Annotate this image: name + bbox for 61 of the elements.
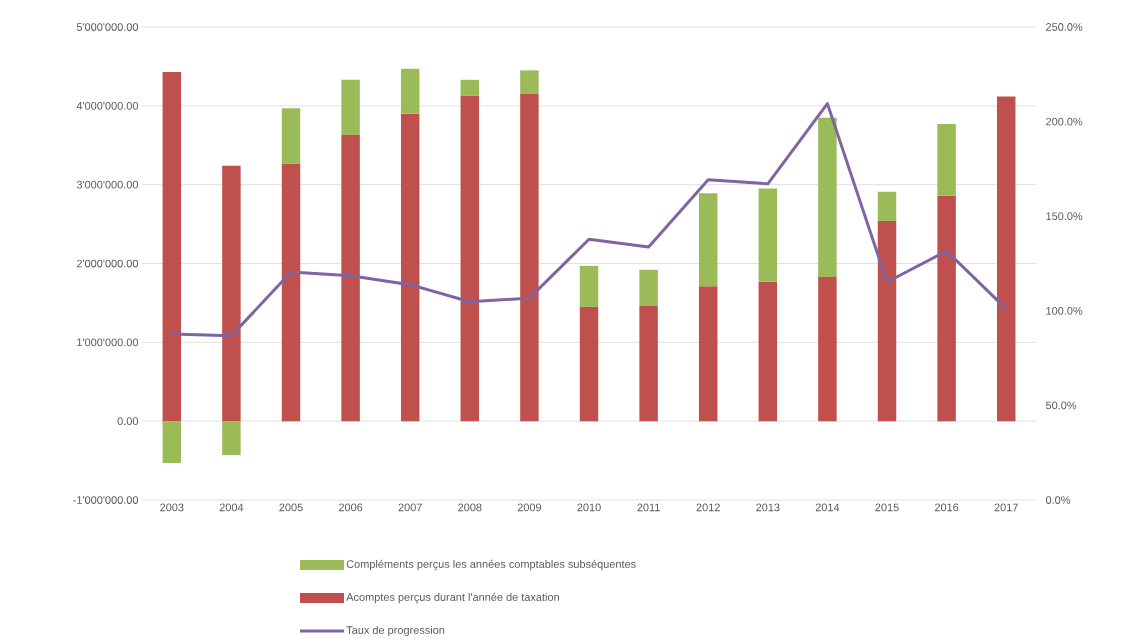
x-tick-label: 2017 xyxy=(994,503,1018,512)
bar xyxy=(937,195,956,422)
bar xyxy=(400,113,420,422)
x-tick-label: 2013 xyxy=(756,503,780,512)
x-tick-label: 2015 xyxy=(875,503,899,512)
x-tick-label: 2005 xyxy=(279,503,303,512)
x-tick-label: 2006 xyxy=(338,503,363,512)
x-tick-label: 2004 xyxy=(219,503,244,512)
bar xyxy=(520,94,539,422)
legend-label: Compléments perçus les années comptables subséquentes xyxy=(346,559,636,571)
x-tick-label: 2011 xyxy=(637,503,660,512)
y-tick-label: 5'000'000.00 xyxy=(76,23,139,31)
legend-label: Acomptes perçus durant l'année de taxation xyxy=(346,592,559,604)
bar xyxy=(758,188,778,282)
x-tick-label: 2010 xyxy=(577,503,601,512)
bar xyxy=(579,306,599,422)
bar xyxy=(520,70,539,95)
bar xyxy=(877,220,897,422)
bar xyxy=(162,421,182,463)
y-tick-label: -1'000'000.00 xyxy=(73,496,139,504)
y2-tick-label: 150.0% xyxy=(1046,212,1083,221)
y2-tick-label: 250.0% xyxy=(1046,23,1083,31)
legend-label: Taux de progression xyxy=(346,625,445,637)
line-series xyxy=(170,102,1008,338)
bar xyxy=(996,96,1016,422)
bar xyxy=(639,269,658,307)
bar xyxy=(460,95,480,422)
bar xyxy=(698,286,718,422)
y-tick-label: 3'000'000.00 xyxy=(76,180,139,189)
bar xyxy=(698,193,718,287)
y2-tick-label: 0.0% xyxy=(1045,496,1071,504)
x-tick-label: 2009 xyxy=(517,503,542,512)
bar xyxy=(281,163,301,422)
bar xyxy=(818,276,837,422)
y-tick-label: 2'000'000.00 xyxy=(76,259,139,268)
y-tick-label: 1'000'000.00 xyxy=(77,338,139,347)
x-tick-label: 2014 xyxy=(815,503,840,512)
bar xyxy=(639,306,658,422)
x-tick-label: 2008 xyxy=(458,503,482,512)
y-tick-label: 0.00 xyxy=(117,417,139,426)
bar xyxy=(222,421,241,456)
x-tick-label: 2003 xyxy=(160,503,184,512)
bar xyxy=(222,165,241,422)
bar xyxy=(341,79,360,135)
x-tick-label: 2007 xyxy=(398,503,422,512)
bar xyxy=(162,71,182,422)
bar xyxy=(281,108,301,164)
y2-tick-label: 50.0% xyxy=(1045,401,1077,410)
y2-tick-label: 100.0% xyxy=(1046,306,1083,315)
bar xyxy=(758,281,778,422)
y2-tick-label: 200.0% xyxy=(1046,117,1083,126)
y-tick-label: 4'000'000.00 xyxy=(76,101,139,110)
bar xyxy=(818,117,837,277)
bar xyxy=(579,265,599,307)
bar xyxy=(460,79,480,96)
bar xyxy=(937,123,956,196)
bar xyxy=(341,135,360,422)
x-tick-label: 2016 xyxy=(934,503,959,512)
x-tick-label: 2012 xyxy=(696,503,720,512)
bar xyxy=(400,68,420,114)
bar xyxy=(877,191,897,221)
